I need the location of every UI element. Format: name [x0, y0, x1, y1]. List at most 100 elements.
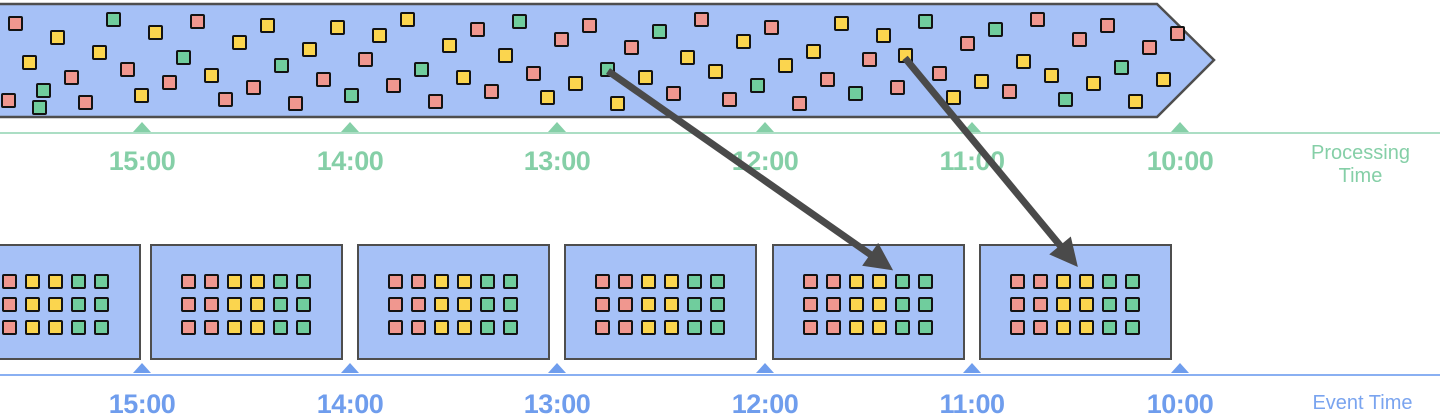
stream-event-square [554, 32, 569, 47]
event-time-window [564, 244, 757, 360]
stream-event-square [988, 22, 1003, 37]
tick-label: 15:00 [108, 389, 176, 418]
window-event-square [296, 274, 311, 289]
window-event-square [457, 320, 472, 335]
stream-event-square [106, 12, 121, 27]
window-event-square [457, 297, 472, 312]
stream-event-square [806, 44, 821, 59]
window-event-square [687, 320, 702, 335]
processing-time-axis-line [0, 132, 1440, 134]
window-event-square [872, 274, 887, 289]
window-event-square [595, 320, 610, 335]
window-event-square [1079, 274, 1094, 289]
stream-event-square [750, 78, 765, 93]
stream-event-square [610, 96, 625, 111]
window-event-square [618, 320, 633, 335]
window-event-square [48, 297, 63, 312]
stream-event-square [330, 20, 345, 35]
stream-event-square [120, 62, 135, 77]
stream-event-square [498, 48, 513, 63]
stream-event-square [302, 42, 317, 57]
window-event-square [1010, 274, 1025, 289]
stream-event-square [526, 66, 541, 81]
tick-label: 14:00 [316, 389, 384, 418]
window-event-square [480, 297, 495, 312]
window-event-square [872, 297, 887, 312]
window-event-square [204, 274, 219, 289]
axis-tick [963, 363, 981, 373]
stream-event-square [1086, 76, 1101, 91]
window-event-square [250, 320, 265, 335]
stream-event-square [708, 64, 723, 79]
window-event-square [595, 274, 610, 289]
window-event-square [872, 320, 887, 335]
window-event-square [1102, 297, 1117, 312]
window-event-square [434, 297, 449, 312]
stream-event-square [8, 16, 23, 31]
stream-event-square [484, 84, 499, 99]
window-event-square [918, 274, 933, 289]
window-event-square [48, 320, 63, 335]
tick-label: 11:00 [939, 146, 1005, 176]
window-event-square [1102, 320, 1117, 335]
stream-event-square [1016, 54, 1031, 69]
tick-label: 13:00 [523, 146, 591, 176]
window-event-square [250, 297, 265, 312]
window-event-square [1125, 320, 1140, 335]
tick-label: 11:00 [939, 389, 1005, 418]
window-event-square [71, 274, 86, 289]
window-event-square [618, 297, 633, 312]
stream-event-square [974, 74, 989, 89]
window-event-square [227, 274, 242, 289]
window-event-square [803, 274, 818, 289]
stream-event-square [736, 34, 751, 49]
window-event-square [411, 274, 426, 289]
stream-event-square [582, 18, 597, 33]
processing-time-label: Processing Time [1288, 142, 1433, 188]
window-event-square [1079, 297, 1094, 312]
stream-events-layer [0, 0, 1440, 130]
stream-event-square [764, 20, 779, 35]
stream-event-square [1030, 12, 1045, 27]
stream-event-square [638, 70, 653, 85]
stream-event-square [288, 96, 303, 111]
window-event-square [480, 274, 495, 289]
window-event-square [503, 297, 518, 312]
window-event-square [1056, 274, 1071, 289]
window-event-square [1125, 274, 1140, 289]
window-event-square [687, 297, 702, 312]
event-time-window [772, 244, 965, 360]
window-event-square [71, 320, 86, 335]
event-time-label: Event Time [1312, 392, 1413, 414]
window-event-square [849, 320, 864, 335]
stream-event-square [1156, 72, 1171, 87]
window-event-square [411, 320, 426, 335]
event-time-window [357, 244, 550, 360]
window-event-square [503, 320, 518, 335]
stream-event-square [176, 50, 191, 65]
window-event-square [273, 320, 288, 335]
stream-event-square [666, 86, 681, 101]
stream-event-square [232, 35, 247, 50]
tick-label: 15:00 [108, 146, 176, 176]
stream-event-square [246, 80, 261, 95]
stream-event-square [1128, 94, 1143, 109]
event-time-axis-line [0, 374, 1440, 376]
stream-event-square [834, 16, 849, 31]
window-event-square [25, 297, 40, 312]
window-event-square [1102, 274, 1117, 289]
stream-event-square [400, 12, 415, 27]
stream-event-square [568, 76, 583, 91]
event-time-window [0, 244, 141, 360]
stream-event-square [274, 58, 289, 73]
tick-label: 12:00 [731, 389, 799, 418]
tick-label: 10:00 [1146, 146, 1214, 176]
stream-event-square [792, 96, 807, 111]
window-event-square [641, 320, 656, 335]
window-event-square [434, 274, 449, 289]
window-event-square [434, 320, 449, 335]
stream-event-square [694, 12, 709, 27]
stream-event-square [876, 28, 891, 43]
stream-event-square [134, 88, 149, 103]
